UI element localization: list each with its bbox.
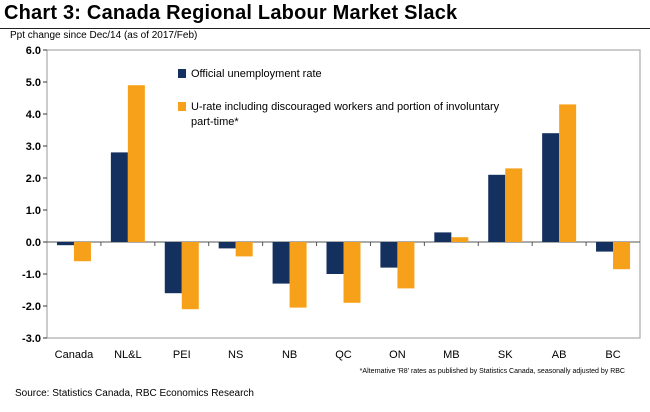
- legend-label-official: Official unemployment rate: [191, 68, 322, 80]
- bar-official-on: [380, 242, 398, 268]
- bar-u-rate-canada: [73, 242, 91, 262]
- y-tick-label: 0.0: [26, 237, 41, 249]
- y-axis: 6.0 5.0 4.0 3.0 2.0 1.0 0.0 -1.0 -2.0 -3.0: [22, 45, 640, 345]
- legend: Official unemployment rate U-rate includi…: [178, 68, 500, 128]
- y-tick-label: 5.0: [26, 77, 41, 89]
- bar-u-rate-bc: [613, 242, 631, 270]
- bar-u-rate-sk: [505, 168, 523, 242]
- source-note: Source: Statistics Canada, RBC Economics…: [15, 388, 254, 399]
- x-category-label: PEI: [173, 349, 191, 361]
- bar-official-nll: [110, 152, 128, 242]
- y-tick-label: 1.0: [26, 205, 41, 217]
- legend-label-u-rate: part-time*: [191, 116, 239, 128]
- y-tick-label: -2.0: [22, 301, 41, 313]
- footnote: *Alternative 'R8' rates as published by …: [360, 368, 625, 375]
- bar-series: [56, 85, 631, 310]
- y-tick-label: 3.0: [26, 141, 41, 153]
- bar-u-rate-ns: [235, 242, 253, 257]
- title-divider: [0, 28, 650, 29]
- bar-official-canada: [56, 242, 74, 246]
- bar-official-nb: [272, 242, 290, 284]
- x-category-label: ON: [389, 349, 406, 361]
- plot-area: [46, 49, 641, 339]
- legend-label-u-rate: U-rate including discouraged workers and…: [191, 101, 500, 113]
- y-tick-label: -3.0: [22, 333, 41, 345]
- chart-title: Chart 3: Canada Regional Labour Market S…: [4, 2, 458, 24]
- x-category-label: QC: [335, 349, 352, 361]
- x-category-label: SK: [498, 349, 513, 361]
- bar-official-qc: [326, 242, 344, 274]
- legend-swatch-official: [178, 69, 186, 78]
- bar-u-rate-nb: [289, 242, 307, 308]
- x-axis: Canada NL&L PEI NS NB QC ON MB SK AB BC: [55, 349, 621, 361]
- bar-official-bc: [596, 242, 614, 252]
- bar-official-pei: [164, 242, 182, 294]
- x-category-label: NB: [282, 349, 297, 361]
- y-axis-unit-label: Ppt change since Dec/14 (as of 2017/Feb): [10, 30, 198, 41]
- y-tick-label: 2.0: [26, 173, 41, 185]
- y-tick-label: -1.0: [22, 269, 41, 281]
- x-category-label: NL&L: [114, 349, 142, 361]
- bar-u-rate-on: [397, 242, 415, 289]
- bar-u-rate-pei: [181, 242, 199, 310]
- legend-swatch-u-rate: [178, 102, 186, 111]
- bar-u-rate-ab: [559, 104, 577, 243]
- y-tick-label: 6.0: [26, 45, 41, 57]
- x-category-label: Canada: [55, 349, 94, 361]
- bar-official-ns: [218, 242, 236, 249]
- y-tick-label: 4.0: [26, 109, 41, 121]
- plot-border: [46, 49, 641, 339]
- bar-u-rate-nll: [127, 85, 145, 242]
- bar-u-rate-mb: [451, 237, 469, 242]
- x-category-label: MB: [443, 349, 460, 361]
- bar-official-ab: [542, 133, 560, 242]
- x-category-label: AB: [552, 349, 567, 361]
- bar-official-mb: [434, 232, 452, 242]
- bar-u-rate-qc: [343, 242, 361, 303]
- x-category-label: NS: [228, 349, 243, 361]
- x-category-label: BC: [605, 349, 620, 361]
- bar-official-sk: [488, 174, 506, 242]
